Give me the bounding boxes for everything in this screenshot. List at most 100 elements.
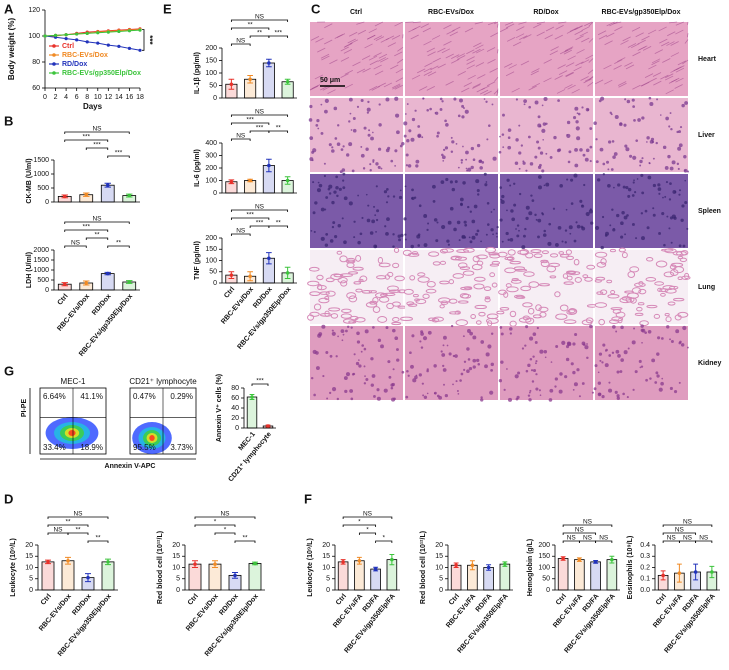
tissue-texture: [447, 243, 451, 246]
tissue-texture: [662, 145, 667, 150]
tissue-texture: [575, 35, 584, 41]
tissue-texture: [470, 314, 476, 320]
tissue-texture: [467, 74, 476, 80]
tissue-texture: [636, 306, 643, 312]
tissue-texture: [674, 314, 682, 321]
tissue-texture: [668, 78, 678, 84]
tissue-texture: [489, 272, 496, 278]
tissue-texture: [539, 125, 542, 128]
significance: NS: [255, 14, 265, 21]
tissue-texture: [656, 352, 660, 356]
tissue-texture: [455, 380, 458, 383]
tissue-texture: [466, 347, 470, 351]
tissue-texture: [573, 173, 578, 178]
tissue-texture: [553, 135, 557, 140]
tissue-texture: [601, 395, 605, 399]
tissue-texture: [521, 245, 526, 250]
legend-marker: [52, 44, 56, 48]
tissue-texture: [562, 273, 569, 279]
tissue-texture: [452, 26, 461, 32]
quadrant-percent: 95.5%: [133, 443, 156, 452]
y-tick-label: 0.2: [640, 564, 650, 571]
tissue-texture: [385, 231, 389, 236]
tissue-texture: [614, 390, 618, 394]
tissue-texture: [648, 162, 651, 165]
tissue-texture: [364, 329, 369, 334]
tissue-texture: [541, 212, 544, 215]
tissue-texture: [403, 288, 414, 295]
tissue-texture: [528, 391, 531, 394]
bracket: [85, 237, 109, 240]
tissue-texture: [524, 227, 527, 231]
tissue-texture: [373, 64, 382, 70]
bar: [557, 558, 569, 591]
tissue-texture: [404, 113, 407, 115]
tissue-texture: [486, 202, 490, 205]
tissue-texture: [377, 147, 382, 151]
tissue-texture: [612, 155, 616, 159]
tissue-texture: [589, 208, 592, 211]
tissue-texture: [320, 53, 330, 59]
tissue-texture: [573, 66, 582, 72]
tissue-texture: [647, 175, 652, 180]
tissue-texture: [366, 107, 371, 112]
tissue-texture: [333, 106, 338, 111]
tissue-texture: [463, 220, 467, 224]
tissue-texture: [310, 230, 313, 232]
tissue-texture: [516, 224, 520, 227]
tissue-texture: [678, 189, 682, 192]
tissue-texture: [565, 208, 568, 211]
tissue-texture: [602, 343, 606, 347]
tissue-texture: [522, 302, 533, 308]
tissue-texture: [589, 127, 593, 130]
tissue-texture: [598, 318, 606, 326]
bar: [246, 396, 258, 429]
tissue-texture: [370, 383, 374, 387]
row-label: Lung: [698, 284, 715, 291]
significance: *: [214, 519, 217, 526]
tissue-texture: [490, 211, 493, 213]
significance: **: [276, 220, 282, 227]
tissue-texture: [372, 296, 379, 304]
bracket: [107, 245, 130, 248]
tissue-texture: [613, 152, 618, 156]
tissue-texture: [448, 298, 458, 304]
tissue-image: [310, 22, 403, 96]
tissue-texture: [436, 394, 440, 398]
tissue-texture: [523, 34, 532, 39]
tissue-texture: [620, 325, 624, 330]
tissue-texture: [427, 330, 432, 335]
tissue-texture: [390, 64, 399, 70]
bracket: [47, 516, 109, 519]
tissue-texture: [549, 275, 557, 279]
tissue-texture: [426, 280, 436, 288]
tissue-texture: [475, 48, 485, 54]
tissue-texture: [356, 68, 366, 74]
tissue-texture: [463, 107, 465, 109]
tissue-texture: [534, 341, 538, 344]
tissue-texture: [331, 149, 335, 153]
tissue-texture: [420, 330, 424, 334]
tissue-texture: [333, 273, 344, 278]
y-tick-label: 60: [32, 85, 40, 92]
tissue-texture: [619, 297, 632, 304]
tissue-texture: [641, 157, 644, 160]
tissue-texture: [367, 100, 370, 104]
tissue-texture: [663, 271, 675, 278]
tissue-texture: [460, 372, 464, 376]
tissue-texture: [604, 234, 608, 237]
significance: **: [242, 535, 248, 542]
tissue-texture: [488, 124, 491, 127]
tissue-texture: [337, 335, 339, 338]
tissue-texture: [415, 159, 420, 164]
tissue-texture: [318, 332, 323, 336]
tissue-texture: [614, 26, 623, 32]
tissue-texture: [596, 291, 604, 295]
tissue-texture: [337, 224, 341, 228]
tissue-texture: [565, 270, 577, 275]
bracket: [268, 225, 289, 228]
significance: NS: [699, 535, 709, 542]
tissue-texture: [538, 283, 551, 287]
tissue-texture: [334, 137, 338, 140]
point: [64, 33, 68, 37]
